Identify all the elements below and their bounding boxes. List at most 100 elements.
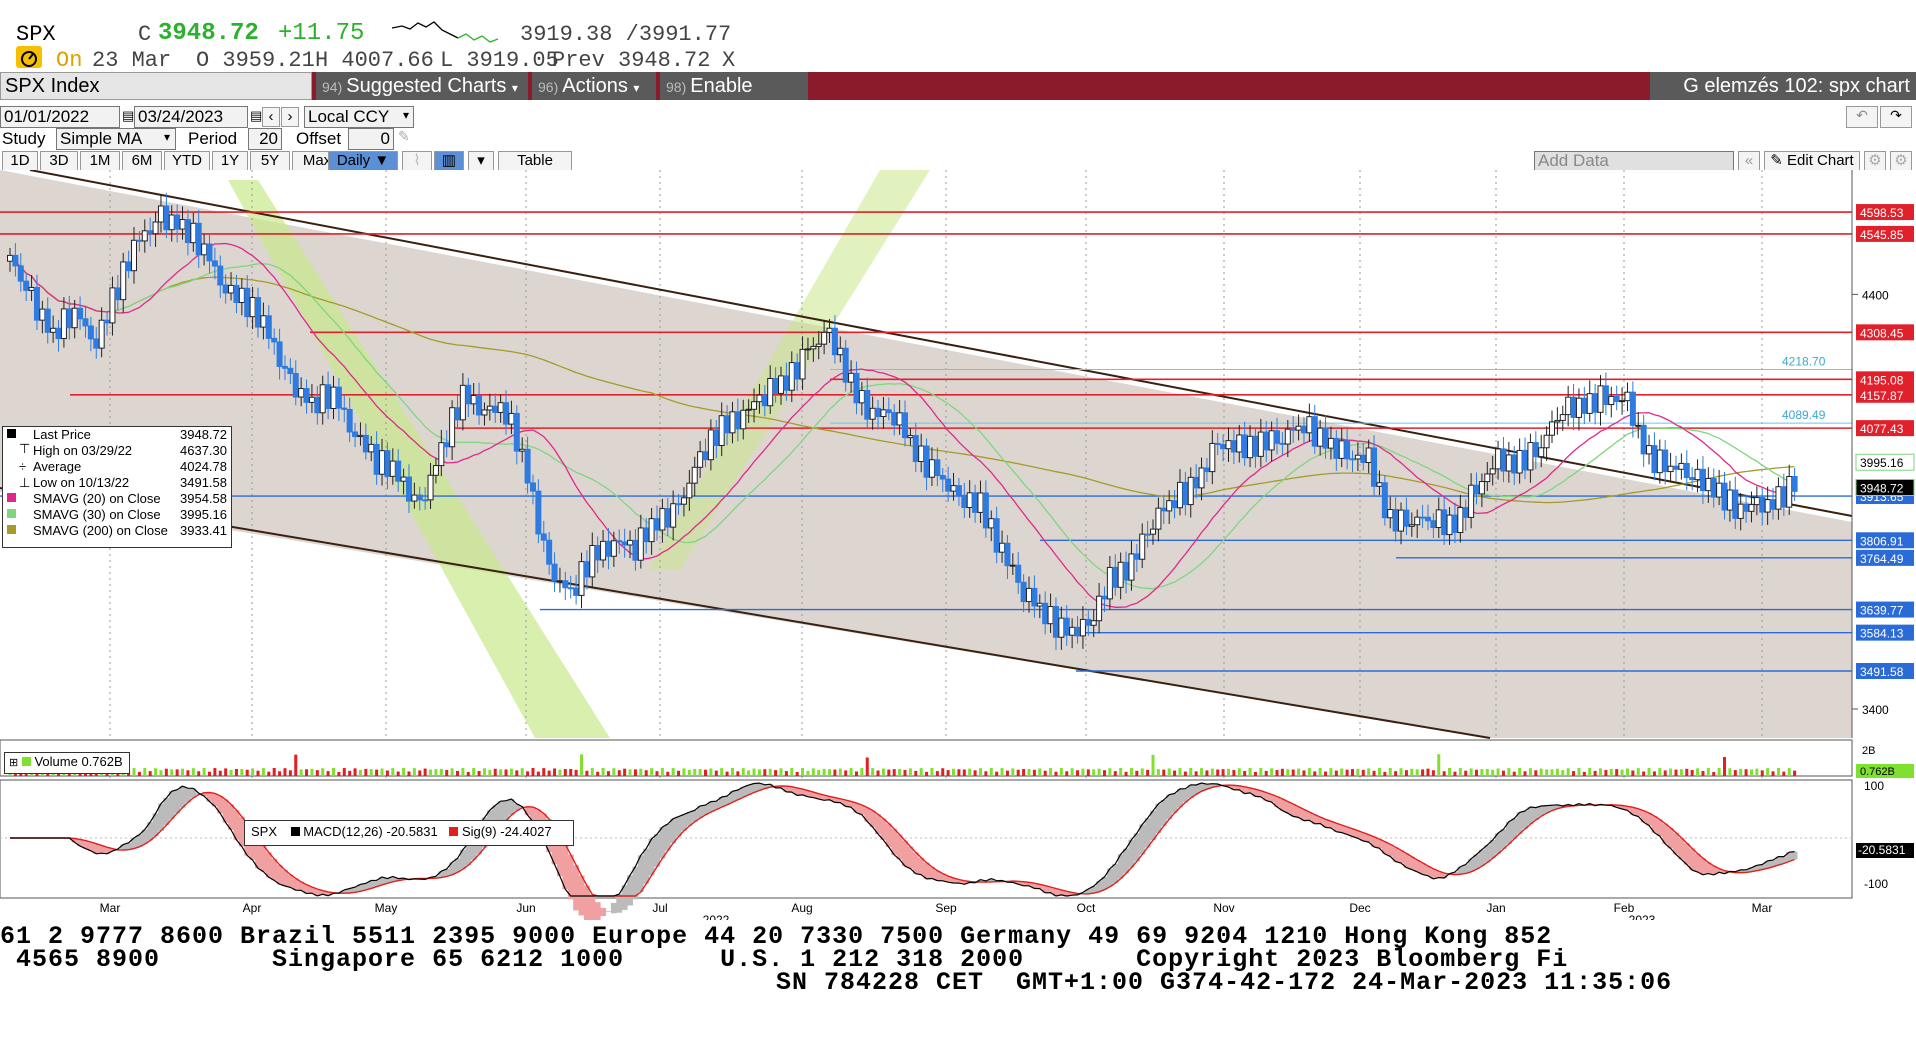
tab-3d[interactable]: 3D [40,151,78,171]
candle-body [1689,477,1696,481]
volume-bar [1000,768,1004,776]
tab-6m[interactable]: 6M [122,151,162,171]
tab-1y[interactable]: 1Y [212,151,248,171]
clear-button[interactable]: X [722,48,736,73]
volume-bar [854,771,858,776]
currency-select[interactable]: Local CCY [304,106,414,128]
on-label: On [56,48,83,73]
tab-1m[interactable]: 1M [80,151,120,171]
candle-chart-icon[interactable]: ▥ [434,151,464,171]
candle-body [756,394,763,403]
legend-row-sma30: SMAVG (30) on Close 3995.16 [3,507,231,523]
offset-input[interactable]: 0 [348,128,394,150]
tab-ytd[interactable]: YTD [164,151,210,171]
end-date-input[interactable]: 03/24/2023 [134,106,248,128]
volume-bar [148,771,152,776]
candle-body [966,492,973,509]
candle-body [1150,528,1157,535]
minor-label: 4218.70 [1782,355,1826,369]
candle-body [961,494,968,509]
candle-body [1392,509,1399,532]
volume-bar [1286,769,1290,776]
frequency-select[interactable]: Daily ▼ [328,151,398,171]
candle-body [1047,606,1054,625]
volume-bar [1113,771,1117,776]
actions-button[interactable]: 96) Actions ▾ [532,72,656,100]
candle-body [734,411,741,430]
tick-label: 4400 [1862,288,1889,302]
candle-body [972,492,979,513]
volume-bar [331,768,335,776]
suggested-charts-button[interactable]: 94) Suggested Charts ▾ [316,72,528,100]
volume-bar [1173,770,1177,776]
volume-bar [1102,770,1106,776]
candle-body [573,587,580,596]
candle-body [438,442,445,467]
redo-icon[interactable]: ↷ [1880,106,1912,128]
settings-icon[interactable]: ⚙ [1864,151,1886,171]
pencil-icon[interactable]: ✎ [398,128,410,144]
candle-body [1063,617,1070,636]
volume-bar [1038,768,1042,776]
resistance-tag [1856,225,1914,242]
chevron-down-icon[interactable]: ▾ [403,108,410,122]
volume-bar [342,768,346,776]
volume-bar [369,769,373,776]
candle-body [1559,414,1566,421]
volume-bar [1243,770,1247,776]
gauge-icon[interactable] [16,46,42,68]
volume-bar [1566,768,1570,776]
volume-bar [650,768,654,776]
volume-bar [612,768,616,776]
price-chart[interactable]: 4218.70 4089.49 4598.53 4545.85 4308.45 4195… [0,170,1916,920]
candle-body [1096,595,1103,622]
calendar-icon[interactable]: ▤ [122,108,135,123]
enable-save-button[interactable]: 98) Enable Save [660,72,808,126]
line-chart-icon[interactable]: ⌇ [402,151,432,171]
gear-icon[interactable]: ⚙ [1890,151,1912,171]
volume-bar [418,770,422,776]
volume-bar [1652,771,1656,776]
table-button[interactable]: Table [498,151,572,171]
current-label: 3995.16 [1860,456,1904,470]
candle-body [724,415,731,434]
green-channel-down [228,180,610,738]
undo-icon[interactable]: ↶ [1846,106,1878,128]
volume-bar [1491,769,1495,776]
candle-body [174,214,181,230]
security-field[interactable]: SPX Index [0,72,312,100]
candle-body [1570,396,1577,418]
tab-1d[interactable]: 1D [2,151,38,171]
volume-bar [736,771,740,776]
volume-bar [1496,768,1500,776]
volume-bar [580,754,584,776]
resistance-tag [1856,324,1914,341]
candle-body [131,239,138,272]
candle-body [934,459,941,477]
start-date-input[interactable]: 01/01/2022 [0,106,120,128]
collapse-icon[interactable]: « [1738,151,1760,171]
candle-body [1182,481,1189,506]
candle-body [1592,393,1599,413]
candle-body [1198,467,1205,489]
volume-bar [1625,768,1629,776]
chevron-down-icon[interactable]: ▾ [164,130,171,144]
add-data-input[interactable]: Add Data [1534,151,1734,171]
candle-body [1505,454,1512,472]
chevron-down-icon[interactable]: ▾ [468,151,494,171]
candle-body [228,284,235,294]
current-tag [1855,478,1915,496]
candle-body [988,518,995,529]
tab-5y[interactable]: 5Y [250,151,290,171]
study-select[interactable]: Simple MA [56,128,176,150]
prev-period-button[interactable]: ‹ [262,107,280,127]
period-input[interactable]: 20 [248,128,282,150]
candle-body [1026,587,1033,603]
candle-body [82,318,89,327]
volume-bar [828,769,832,776]
next-period-button[interactable]: › [281,107,299,127]
candle-body [1311,416,1318,447]
calendar-icon[interactable]: ▤ [250,108,263,123]
candle-body [362,434,369,453]
edit-chart-button[interactable]: ✎ Edit Chart [1764,151,1860,171]
